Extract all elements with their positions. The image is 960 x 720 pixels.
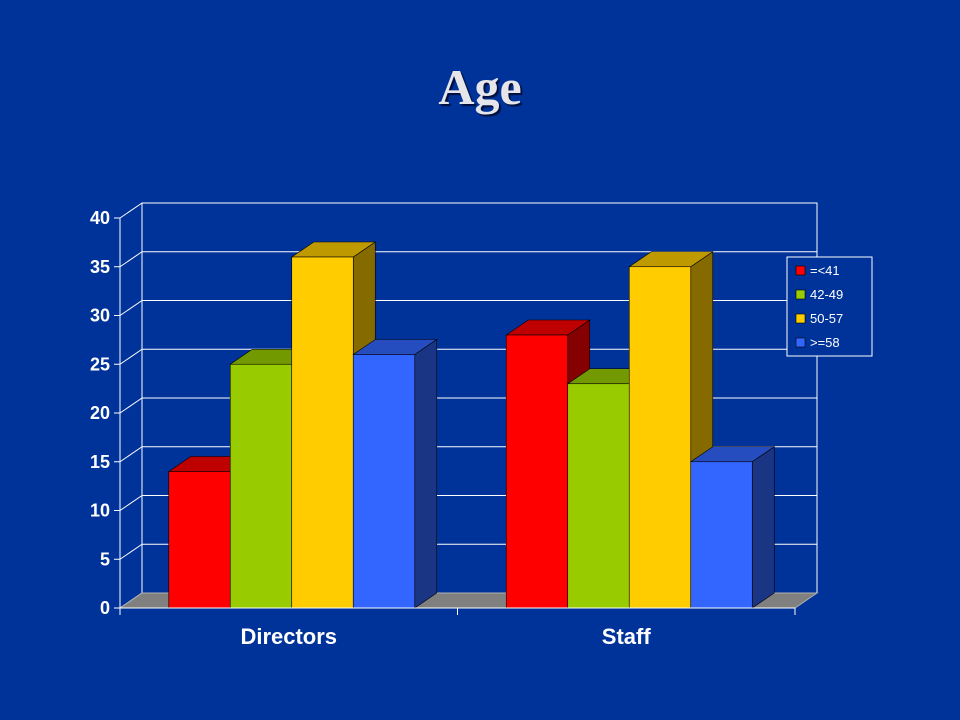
bar-front <box>690 461 753 609</box>
side-wall-line <box>119 397 143 414</box>
bar-front <box>567 383 630 609</box>
side-wall-line <box>119 543 143 560</box>
axis-labels: 0 5 10 15 20 25 30 35 40 Directors Staff <box>90 208 651 649</box>
legend-swatch <box>795 313 806 324</box>
bar-side <box>751 446 775 609</box>
x-category-label: Directors <box>240 624 337 649</box>
legend-label: >=58 <box>810 335 840 350</box>
bar-side <box>414 338 438 609</box>
side-wall-line <box>119 202 143 219</box>
chart-title: Age <box>438 59 522 115</box>
legend-label: =<41 <box>810 263 840 278</box>
y-tick-label: 20 <box>90 403 110 423</box>
bar <box>689 446 776 609</box>
y-tick-label: 15 <box>90 452 110 472</box>
bar-front <box>628 266 692 609</box>
bar-front <box>229 363 293 609</box>
legend-label: 50-57 <box>810 311 843 326</box>
y-tick-label: 30 <box>90 306 110 326</box>
legend-label: 42-49 <box>810 287 843 302</box>
bar-front <box>168 471 231 609</box>
legend-swatch <box>795 265 806 276</box>
y-tick-label: 35 <box>90 257 110 277</box>
side-wall-line <box>119 446 143 463</box>
legend: =<41 42-49 50-57 >=58 <box>786 256 873 357</box>
side-wall-line <box>119 300 143 316</box>
axes <box>114 217 796 615</box>
bar <box>352 338 438 609</box>
y-tick-label: 0 <box>100 598 110 618</box>
side-wall-line <box>119 251 143 268</box>
legend-swatch <box>795 337 806 348</box>
y-tick-label: 40 <box>90 208 110 228</box>
bar-front <box>352 354 416 609</box>
bar-front <box>291 256 354 609</box>
side-wall-line <box>119 348 143 365</box>
legend-swatch <box>795 289 806 300</box>
y-tick-label: 10 <box>90 501 110 521</box>
x-category-label: Staff <box>602 624 652 649</box>
y-tick-label: 25 <box>90 354 110 374</box>
bars <box>167 241 776 609</box>
bar-front <box>505 334 569 609</box>
y-tick-label: 5 <box>100 549 110 569</box>
side-wall-line <box>119 495 143 511</box>
